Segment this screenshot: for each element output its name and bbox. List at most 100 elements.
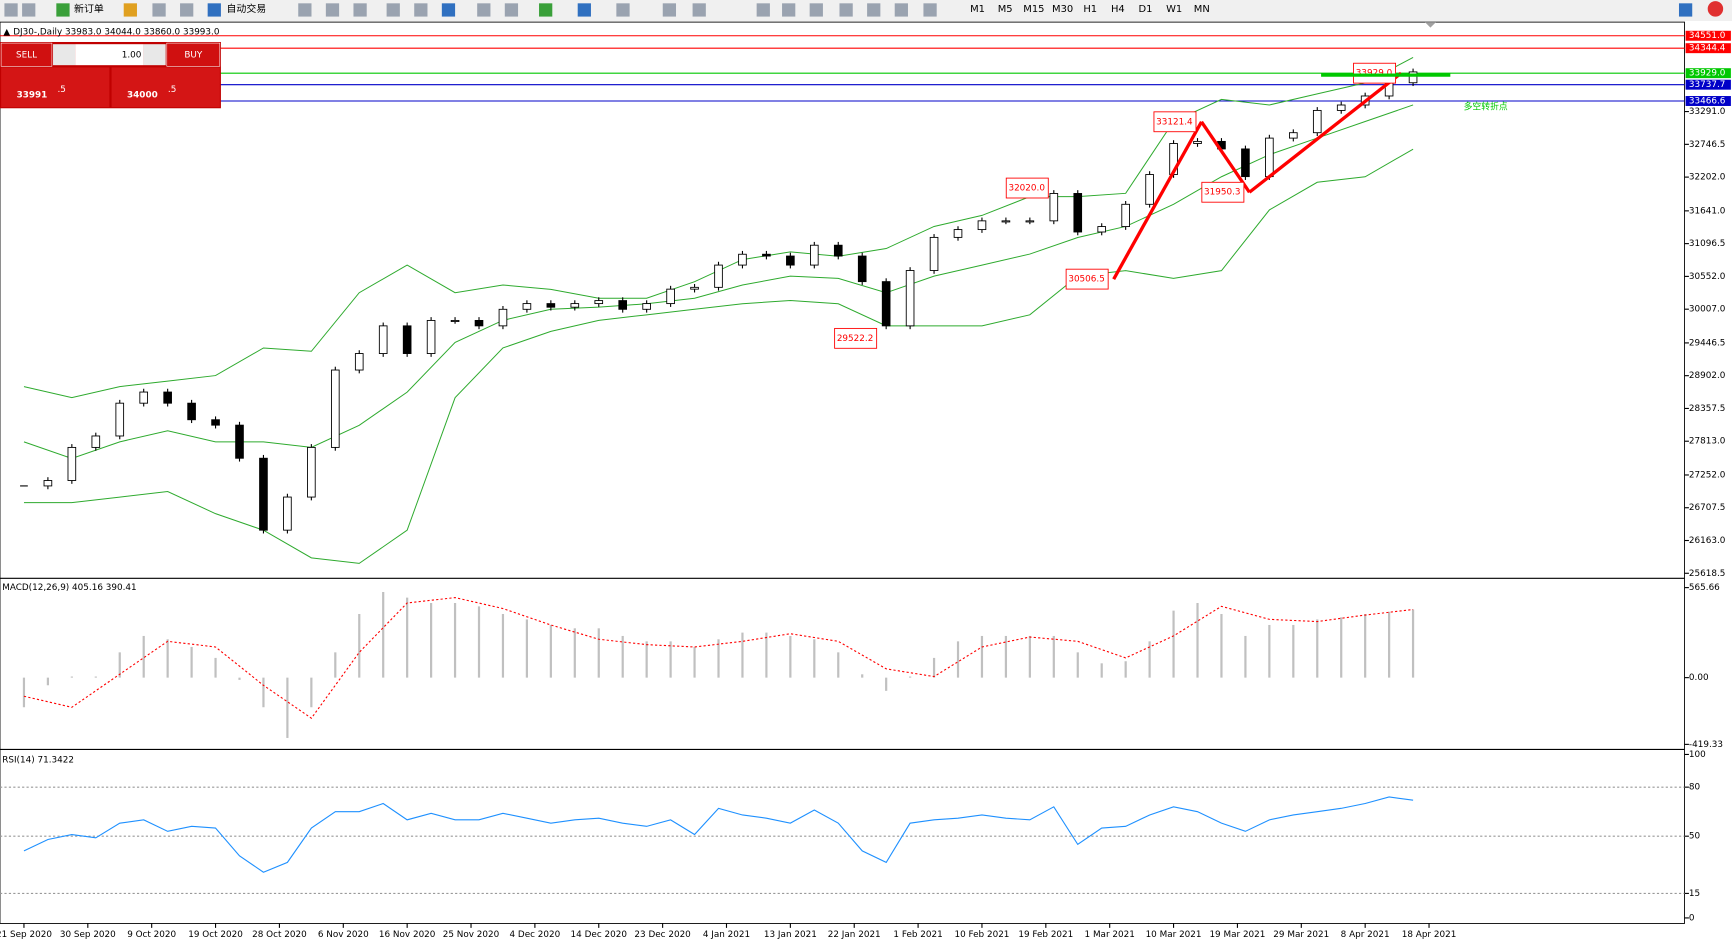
icon[interactable] — [298, 3, 312, 17]
annotation-box — [1153, 111, 1197, 133]
icon[interactable] — [662, 3, 677, 17]
y-tick-label: 31641.0 — [1689, 206, 1726, 216]
candle — [1121, 203, 1130, 228]
icon[interactable] — [386, 3, 400, 17]
candle — [1025, 220, 1035, 223]
icon[interactable] — [867, 3, 881, 17]
candle — [235, 424, 244, 459]
candle — [833, 244, 843, 257]
y-tick-label: 27813.0 — [1689, 437, 1726, 447]
annotation-label: 33121.4 — [1156, 117, 1193, 127]
x-tick-label: 21 Sep 2020 — [0, 930, 52, 940]
x-tick-label: 4 Dec 2020 — [509, 930, 560, 940]
candle — [977, 220, 987, 231]
icon[interactable] — [207, 3, 221, 17]
icon[interactable] — [325, 3, 340, 17]
timeframe[interactable]: M5 — [998, 4, 1013, 15]
timeframe[interactable]: M15 — [1023, 4, 1044, 15]
candle — [953, 229, 963, 238]
icon[interactable] — [577, 3, 591, 17]
icon[interactable] — [504, 3, 519, 17]
icon[interactable] — [782, 3, 796, 17]
lot-up[interactable] — [143, 44, 166, 66]
icon[interactable] — [756, 3, 770, 17]
buy-button[interactable] — [166, 42, 221, 67]
candle — [546, 303, 556, 308]
candle — [163, 391, 172, 404]
sell-button[interactable] — [0, 42, 53, 67]
x-tick-label: 13 Jan 2021 — [764, 930, 817, 940]
x-tick-label: 25 Nov 2020 — [443, 930, 500, 940]
lots[interactable]: 1.00 — [122, 51, 142, 61]
trend-line — [1200, 120, 1251, 194]
ask-box[interactable] — [111, 67, 220, 108]
level-label: 34344.4 — [1689, 44, 1726, 54]
icon[interactable] — [414, 3, 428, 17]
icon[interactable] — [539, 3, 553, 17]
icon[interactable] — [923, 3, 937, 17]
candle — [330, 369, 340, 448]
y-tick-label: 32202.0 — [1689, 173, 1726, 183]
icon[interactable] — [616, 3, 630, 17]
sell-label[interactable]: SELL — [16, 51, 37, 61]
annotation-box — [834, 327, 878, 349]
candle — [139, 391, 149, 404]
candle — [498, 308, 508, 327]
icon[interactable] — [477, 3, 491, 17]
icon[interactable] — [692, 3, 706, 17]
x-tick-label: 1 Feb 2021 — [893, 930, 942, 940]
icon[interactable] — [123, 3, 137, 17]
y-tick-label: 80 — [1689, 783, 1701, 793]
x-tick-label: 1 Mar 2021 — [1085, 930, 1135, 940]
y-tick-label: 26707.5 — [1689, 503, 1726, 513]
annotation-label: 30506.5 — [1068, 275, 1105, 285]
icon[interactable] — [180, 3, 194, 17]
level-label: 33466.6 — [1689, 97, 1726, 107]
annotation-box — [1353, 62, 1397, 84]
icon[interactable] — [152, 3, 166, 17]
icon[interactable] — [839, 3, 853, 17]
buy-label[interactable]: BUY — [184, 51, 203, 61]
icon[interactable] — [894, 3, 908, 17]
candle — [1193, 140, 1202, 144]
icon[interactable] — [809, 3, 823, 17]
timeframe[interactable]: D1 — [1138, 4, 1152, 15]
x-tick-label: 19 Feb 2021 — [1018, 930, 1073, 940]
notification[interactable] — [1707, 1, 1724, 17]
timeframe[interactable]: M30 — [1052, 4, 1073, 15]
y-tick-label: -419.33 — [1689, 740, 1723, 750]
icon[interactable] — [22, 3, 36, 17]
y-tick-label: 50 — [1689, 832, 1701, 842]
candle — [67, 446, 77, 481]
icon[interactable] — [353, 3, 367, 17]
x-tick-label: 4 Jan 2021 — [703, 930, 750, 940]
timeframe[interactable]: W1 — [1166, 4, 1182, 15]
icon[interactable] — [1678, 3, 1693, 17]
lot-field[interactable] — [75, 44, 144, 66]
annotation-box — [1065, 268, 1109, 290]
auto-trading[interactable]: 自动交易 — [226, 2, 266, 15]
icon[interactable] — [441, 3, 456, 17]
lot-down[interactable] — [53, 44, 76, 66]
bid-box[interactable] — [1, 67, 110, 108]
timeframe[interactable]: H4 — [1111, 4, 1125, 15]
candle — [1265, 137, 1274, 178]
candle — [354, 353, 364, 371]
candle — [929, 236, 939, 271]
candle — [307, 446, 316, 498]
toolbar — [0, 0, 1732, 22]
new-order[interactable]: 新订单 — [74, 2, 104, 15]
y-tick-label: 26163.0 — [1689, 536, 1726, 546]
timeframe[interactable]: H1 — [1083, 4, 1097, 15]
icon[interactable] — [4, 3, 18, 17]
icon[interactable] — [56, 3, 70, 17]
y-tick-label: 27252.0 — [1689, 470, 1726, 480]
candle — [666, 288, 675, 305]
timeframe[interactable]: M1 — [970, 4, 985, 15]
candle — [642, 303, 651, 310]
candle — [1073, 193, 1083, 233]
candle — [1145, 174, 1154, 205]
timeframe[interactable]: MN — [1194, 4, 1210, 15]
candle — [905, 270, 915, 327]
